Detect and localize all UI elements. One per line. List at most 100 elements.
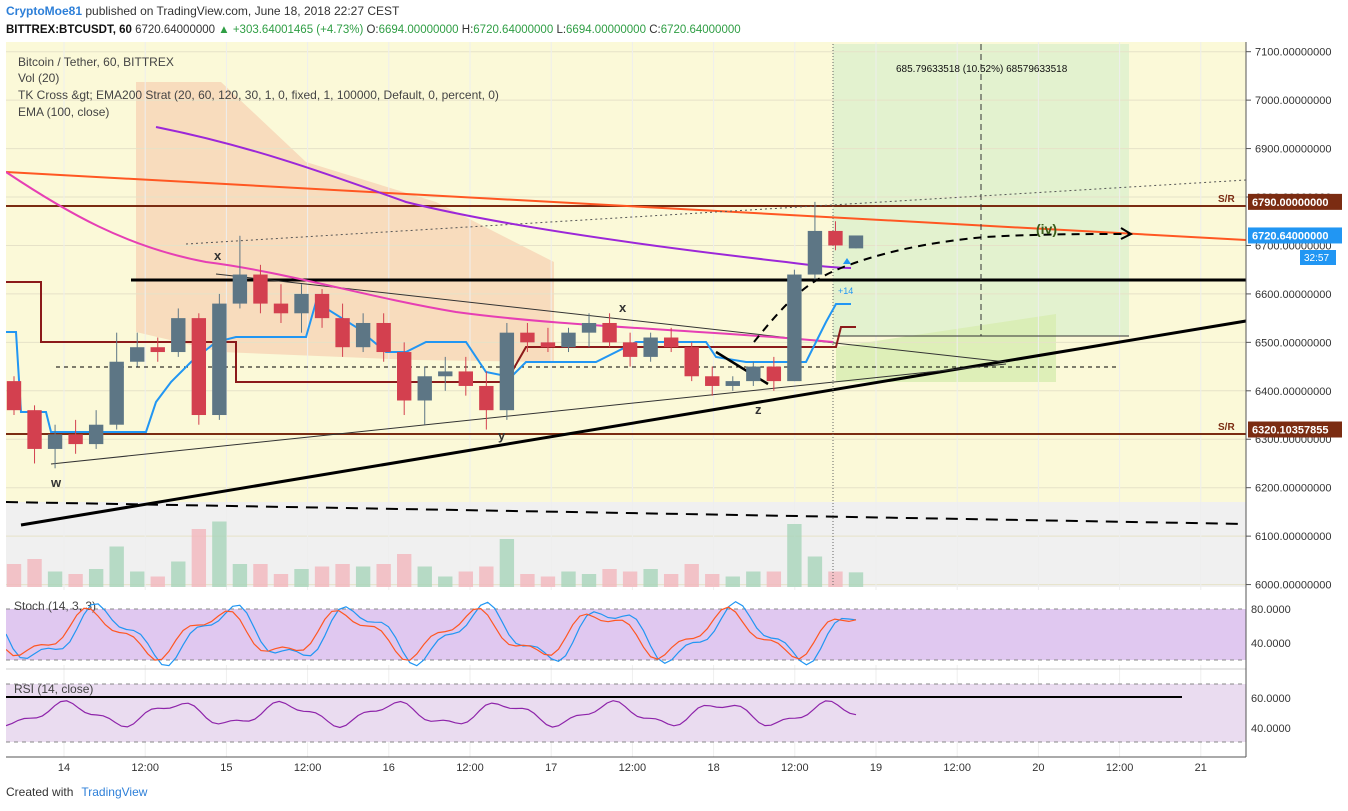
candle[interactable] <box>746 361 761 386</box>
candlesticks[interactable] <box>6 201 864 469</box>
candle[interactable] <box>438 356 453 391</box>
candle[interactable] <box>47 424 63 469</box>
time-tick-label: 14 <box>58 762 70 774</box>
chart-area[interactable]: Bitcoin / Tether, 60, BITTREX Vol (20) T… <box>5 42 1342 787</box>
candle[interactable] <box>397 342 412 416</box>
triangle-lower-line <box>50 363 1007 465</box>
price-chart[interactable]: Bitcoin / Tether, 60, BITTREX Vol (20) T… <box>5 42 1342 782</box>
candle[interactable] <box>355 313 371 353</box>
time-axis[interactable]: 14 12:00 15 12:00 16 12:00 17 12:00 18 12:00 19 12:… <box>58 762 1207 774</box>
legend-title: Bitcoin / Tether, 60, BITTREX <box>18 55 174 69</box>
candle[interactable] <box>150 337 165 362</box>
candle-body <box>130 347 145 362</box>
candle[interactable] <box>171 308 186 357</box>
high-label: H: <box>461 24 474 36</box>
candle[interactable] <box>499 322 515 420</box>
candle[interactable] <box>828 221 843 251</box>
candle[interactable] <box>581 313 597 348</box>
candle-body <box>520 332 535 343</box>
candle-body <box>27 410 42 449</box>
candle[interactable] <box>130 332 145 367</box>
candle[interactable] <box>212 293 227 420</box>
volume-bar <box>417 566 432 587</box>
candle-body <box>212 303 227 416</box>
candle[interactable] <box>109 332 124 430</box>
legend-ema: EMA (100, close) <box>18 105 109 119</box>
candle[interactable] <box>561 327 576 353</box>
candle[interactable] <box>766 356 782 391</box>
candle[interactable] <box>191 313 207 425</box>
candle[interactable] <box>27 405 42 464</box>
volume-bar <box>766 571 782 587</box>
candle[interactable] <box>294 284 309 333</box>
candle[interactable] <box>417 366 432 425</box>
candle-body <box>191 318 207 416</box>
wave-x2-label: x <box>619 300 627 315</box>
projected-path <box>753 233 1132 343</box>
candle[interactable] <box>479 371 494 430</box>
candle[interactable] <box>88 410 104 449</box>
footer: Created with TradingView <box>6 785 147 799</box>
candle[interactable] <box>540 327 556 353</box>
candle[interactable] <box>622 332 638 367</box>
low-value: 6694.00000000 <box>566 24 646 36</box>
symbol-name: BITTREX:BTCUSDT, 60 <box>6 24 132 36</box>
volume-bar <box>191 529 207 587</box>
candle[interactable] <box>848 235 864 249</box>
candle[interactable] <box>725 376 740 391</box>
candle-body <box>684 347 699 377</box>
ascending-trendline <box>20 319 1247 527</box>
candle[interactable] <box>787 269 802 382</box>
candle-body <box>725 381 740 386</box>
candle[interactable] <box>602 313 617 348</box>
candle-body <box>807 230 823 275</box>
candle-body <box>705 376 720 386</box>
candle[interactable] <box>232 235 248 309</box>
candle-body <box>787 274 802 382</box>
author-username[interactable]: CryptoMoe81 <box>6 4 83 18</box>
price-axis[interactable]: 7100.00000000 7000.00000000 6900.00000000 6… <box>1246 47 1331 592</box>
candle-body <box>253 274 268 304</box>
volume-bar <box>253 564 268 587</box>
candle-body <box>294 293 309 314</box>
price-tag <box>1248 193 1342 210</box>
tradingview-brand-link[interactable]: TradingView <box>81 785 148 799</box>
candle[interactable] <box>273 284 289 323</box>
trade-badge: +14 <box>838 286 853 296</box>
upper-dotted-line <box>185 179 1247 245</box>
candle-body <box>6 381 22 411</box>
candle[interactable] <box>807 201 823 280</box>
candle[interactable] <box>6 376 22 416</box>
candle-body <box>479 385 494 411</box>
volume-bar <box>397 554 412 587</box>
candle[interactable] <box>520 322 535 353</box>
descending-trendline <box>5 171 1247 241</box>
candle[interactable] <box>314 289 330 328</box>
time-tick-label: 18 <box>707 762 719 774</box>
candle[interactable] <box>376 313 391 362</box>
candle[interactable] <box>458 356 473 396</box>
volume-bar <box>171 561 186 587</box>
volume-bar <box>622 571 638 587</box>
candle-body <box>766 366 782 382</box>
candle[interactable] <box>684 342 699 382</box>
candle-body <box>314 293 330 319</box>
candle-body <box>458 371 473 386</box>
triangle-upper-line <box>215 273 1007 363</box>
candle[interactable] <box>335 303 350 357</box>
time-tick-label: 12:00 <box>294 762 322 774</box>
candle-body <box>622 342 638 357</box>
volume-bar <box>458 571 473 587</box>
volume-bar <box>705 574 720 587</box>
candle-body <box>150 347 165 353</box>
price-tag <box>1248 421 1342 438</box>
time-tick-label: 16 <box>383 762 395 774</box>
candle[interactable] <box>643 332 658 362</box>
candle[interactable] <box>253 264 268 314</box>
candle[interactable] <box>663 327 679 353</box>
candle[interactable] <box>68 419 83 454</box>
candle-body <box>171 318 186 353</box>
time-tick-label: 17 <box>545 762 557 774</box>
rsi-tick-60: 60.0000 <box>1251 693 1291 705</box>
candle[interactable] <box>705 366 720 396</box>
